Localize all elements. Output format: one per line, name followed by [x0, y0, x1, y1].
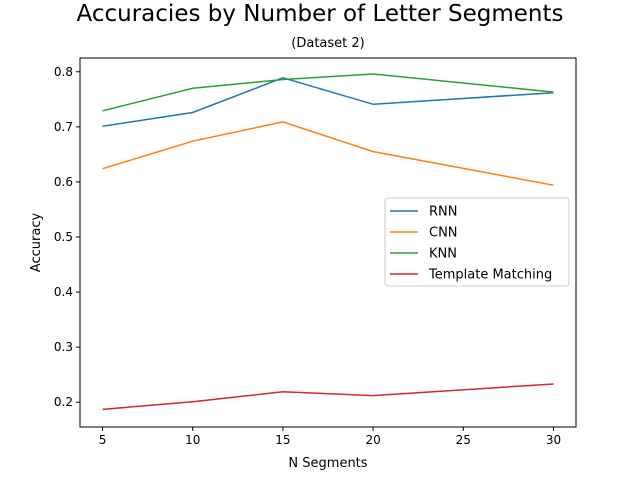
chart-subtitle: (Dataset 2) — [291, 36, 365, 51]
x-tick-label: 30 — [546, 433, 561, 447]
y-axis-label: Accuracy — [29, 213, 44, 273]
x-axis-label: N Segments — [288, 456, 367, 471]
legend-label: CNN — [429, 226, 458, 241]
x-tick-label: 25 — [456, 433, 471, 447]
x-tick-label: 5 — [99, 433, 107, 447]
legend: RNN CNN KNN Template Matching — [384, 197, 570, 287]
y-tick-label: 0.3 — [54, 340, 73, 354]
x-tick-label: 10 — [185, 433, 200, 447]
x-tick-label: 20 — [365, 433, 380, 447]
legend-label: KNN — [429, 247, 457, 262]
y-tick-label: 0.4 — [54, 285, 73, 299]
y-tick-label: 0.2 — [54, 395, 73, 409]
y-tick-label: 0.7 — [54, 120, 73, 134]
series-line-rnn — [102, 77, 554, 128]
y-tick-label: 0.8 — [54, 65, 73, 79]
legend-box — [384, 197, 570, 287]
y-axis-ticks: 0.2 0.3 0.4 0.5 0.6 0.7 0.8 — [54, 65, 80, 409]
plot-frame — [79, 57, 577, 428]
y-tick-label: 0.6 — [54, 175, 73, 189]
plot-lines — [102, 73, 554, 411]
y-tick-label: 0.5 — [54, 230, 73, 244]
legend-label: RNN — [429, 205, 457, 220]
x-tick-label: 15 — [275, 433, 290, 447]
series-line-knn — [102, 73, 554, 112]
x-axis-ticks: 5 10 15 20 25 30 — [99, 427, 561, 447]
series-line-template-matching — [102, 383, 554, 411]
legend-label: Template Matching — [428, 268, 552, 283]
chart-title: Accuracies by Number of Letter Segments — [76, 1, 564, 27]
series-line-cnn — [102, 121, 554, 186]
